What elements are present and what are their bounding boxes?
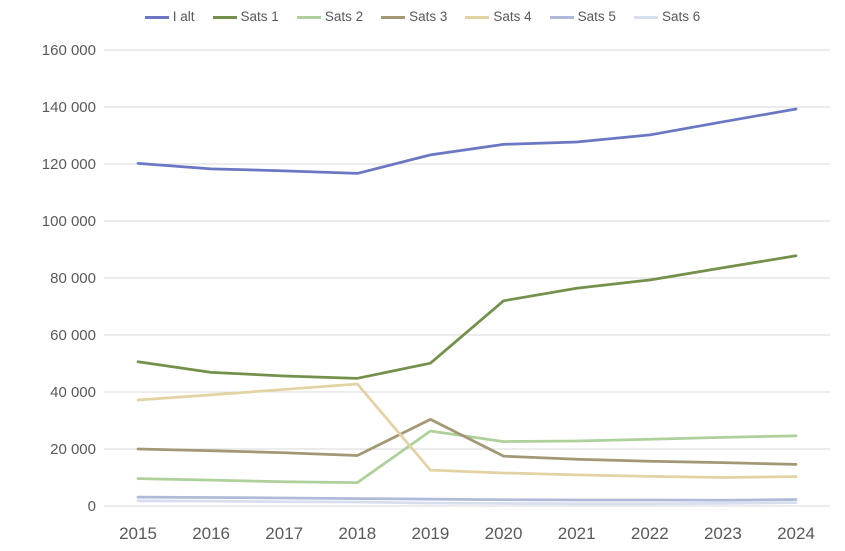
legend-label: Sats 2 [324, 9, 364, 24]
legend-label: Sats 6 [661, 9, 701, 24]
legend-swatch-icon [144, 15, 169, 19]
chart-legend: I alt Sats 1 Sats 2 Sats 3 Sats 4 Sats 5 Sats … [0, 8, 845, 26]
series-line-sats-1 [136, 254, 798, 380]
legend-label: Sats 3 [409, 9, 448, 24]
legend-label: Sats 5 [577, 9, 616, 24]
legend-item-i-alt[interactable]: I alt [144, 8, 195, 26]
legend-swatch-icon [465, 15, 490, 19]
series-line-sats-3 [136, 417, 798, 466]
y-axis-label: 140 000 [42, 99, 96, 116]
y-axis-label: 80 000 [50, 270, 96, 287]
legend-item-sats-6[interactable]: Sats 6 [633, 8, 701, 26]
legend-swatch-icon [633, 15, 658, 19]
x-axis-label: 2021 [558, 524, 596, 543]
y-axis-label: 20 000 [50, 441, 96, 458]
y-axis-label: 160 000 [42, 42, 96, 59]
x-axis-label: 2023 [704, 524, 742, 543]
y-axis-label: 120 000 [42, 156, 96, 173]
legend-item-sats-5[interactable]: Sats 5 [549, 8, 616, 26]
series-line-sats-4 [136, 382, 798, 479]
y-axis-label: 100 000 [42, 213, 96, 230]
legend-item-sats-4[interactable]: Sats 4 [465, 8, 532, 26]
x-axis-label: 2020 [485, 524, 523, 543]
legend-label: Sats 1 [240, 9, 279, 24]
legend-item-sats-1[interactable]: Sats 1 [212, 8, 279, 26]
series-line-sats-6 [136, 499, 798, 506]
x-axis-label: 2022 [631, 524, 669, 543]
x-axis-label: 2015 [119, 524, 157, 543]
y-axis-label: 40 000 [50, 384, 96, 401]
series-line-i-alt [136, 107, 798, 175]
legend-swatch-icon [549, 15, 574, 19]
y-axis-label: 0 [88, 498, 96, 515]
x-axis-label: 2018 [338, 524, 376, 543]
x-axis-label: 2016 [192, 524, 230, 543]
y-axis-label: 60 000 [50, 327, 96, 344]
x-axis-label: 2017 [265, 524, 303, 543]
legend-item-sats-3[interactable]: Sats 3 [381, 8, 447, 26]
x-axis-label: 2024 [777, 524, 815, 543]
legend-label: I alt [172, 9, 195, 24]
legend-swatch-icon [212, 15, 237, 19]
legend-label: Sats 4 [493, 9, 532, 24]
series-line-sats-5 [136, 495, 798, 502]
legend-item-sats-2[interactable]: Sats 2 [296, 8, 364, 26]
legend-swatch-icon [381, 15, 406, 19]
legend-swatch-icon [296, 15, 321, 19]
x-axis-label: 2019 [412, 524, 450, 543]
